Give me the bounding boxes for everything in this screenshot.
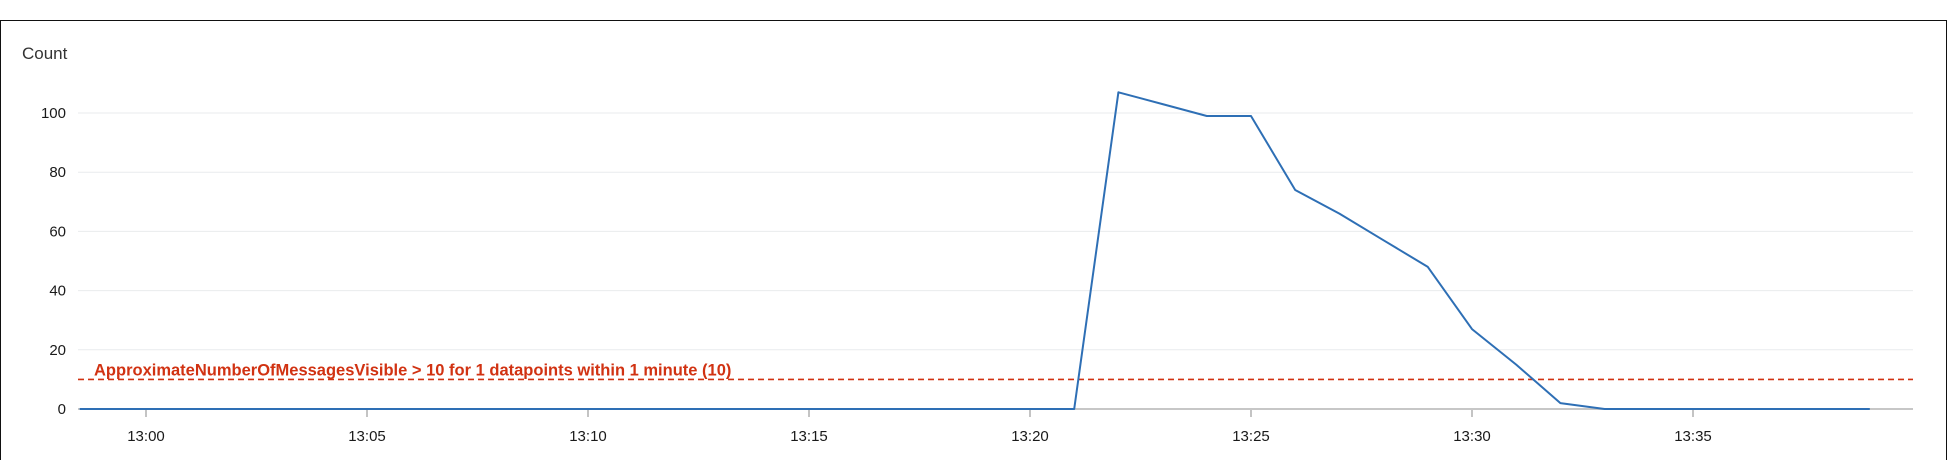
x-tick-label: 13:10 bbox=[569, 428, 607, 445]
x-tick-label: 13:15 bbox=[790, 428, 828, 445]
x-axis-ticks: 13:00 13:05 13:10 13:15 13:20 13:25 13:30 13:35 bbox=[127, 410, 1712, 445]
series-line bbox=[79, 91, 1870, 410]
y-tick-label: 60 bbox=[49, 223, 66, 240]
series-lines bbox=[79, 91, 1870, 410]
x-tick-label: 13:00 bbox=[127, 428, 165, 445]
y-axis-unit-label: Count bbox=[22, 44, 68, 63]
chart-panel bbox=[0, 20, 1947, 460]
x-tick-label: 13:35 bbox=[1674, 428, 1712, 445]
x-tick-label: 13:25 bbox=[1232, 428, 1270, 445]
y-tick-label: 20 bbox=[49, 342, 66, 359]
y-tick-label: 40 bbox=[49, 283, 66, 300]
y-tick-label: 80 bbox=[49, 164, 66, 181]
gridlines bbox=[78, 112, 1913, 351]
y-tick-label: 0 bbox=[58, 401, 66, 418]
threshold-label: ApproximateNumberOfMessagesVisible > 10 … bbox=[94, 361, 731, 379]
threshold-annotation: ApproximateNumberOfMessagesVisible > 10 … bbox=[78, 361, 1913, 381]
x-tick-label: 13:05 bbox=[348, 428, 386, 445]
x-tick-label: 13:20 bbox=[1011, 428, 1049, 445]
y-axis-ticks: 0 20 40 60 80 100 bbox=[41, 105, 66, 418]
y-tick-label: 100 bbox=[41, 105, 66, 122]
x-tick-label: 13:30 bbox=[1453, 428, 1491, 445]
